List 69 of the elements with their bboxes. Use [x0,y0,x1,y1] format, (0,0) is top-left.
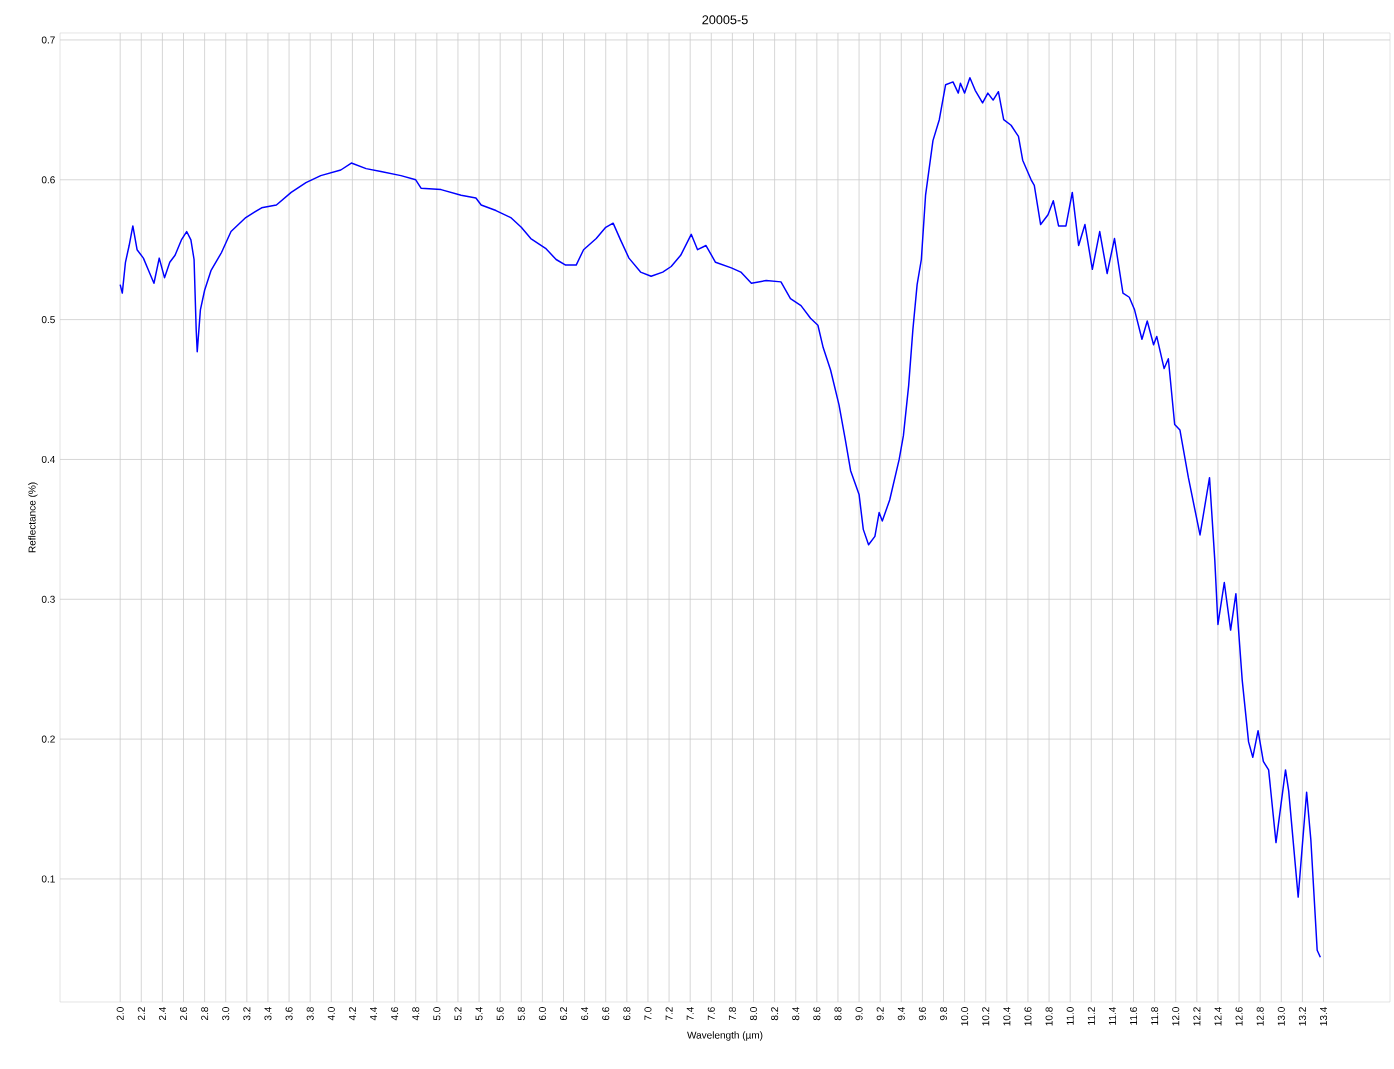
x-tick-label: 5.8 [517,1007,525,1021]
x-tick-label: 6.8 [623,1007,631,1021]
x-tick-label: 7.8 [728,1007,736,1021]
x-tick-label: 5.6 [496,1007,504,1021]
x-tick-label: 10.8 [1045,1007,1053,1026]
y-axis-title: Reflectance (%) [28,482,38,553]
y-tick-label: 0.4 [41,455,56,463]
y-tick-label: 0.6 [41,176,55,184]
x-tick-label: 10.2 [982,1007,990,1026]
x-tick-label: 4.6 [391,1007,399,1021]
x-tick-label: 7.0 [644,1007,652,1021]
x-tick-label: 2.4 [158,1006,166,1021]
x-tick-label: 5.0 [433,1007,441,1021]
x-tick-label: 10.4 [1003,1006,1011,1026]
x-tick-label: 3.8 [306,1007,314,1021]
x-tick-label: 13.4 [1319,1006,1328,1026]
x-tick-label: 3.6 [285,1007,293,1021]
x-tick-label: 13.2 [1298,1007,1306,1026]
x-tick-label: 12.6 [1235,1007,1243,1026]
x-tick-label: 6.0 [538,1007,546,1021]
x-tick-label: 3.0 [222,1007,230,1021]
x-tick-label: 11.0 [1066,1007,1074,1025]
y-tick-label: 0.5 [41,316,55,324]
x-tick-label: 4.0 [327,1007,335,1021]
x-tick-label: 8.6 [813,1007,821,1021]
x-tick-label: 11.2 [1087,1007,1095,1025]
y-tick-label: 0.2 [41,735,55,743]
x-tick-label: 12.2 [1193,1007,1201,1026]
x-tick-label: 11.6 [1129,1007,1138,1025]
x-tick-label: 8.8 [834,1007,842,1021]
x-tick-label: 9.8 [939,1007,948,1021]
x-tick-label: 9.0 [855,1007,863,1021]
x-tick-label: 2.2 [137,1007,145,1021]
y-tick-label: 0.7 [41,36,55,44]
x-tick-label: 8.4 [792,1006,800,1021]
x-tick-label: 11.4 [1108,1006,1116,1025]
x-tick-label: 5.2 [454,1007,462,1021]
x-tick-label: 13.0 [1277,1007,1285,1026]
x-tick-label: 2.0 [116,1007,124,1021]
x-tick-label: 3.2 [243,1007,251,1021]
y-tick-label: 0.1 [41,875,55,883]
x-tick-label: 9.2 [876,1007,884,1021]
x-tick-label: 2.6 [179,1007,188,1021]
x-tick-label: 7.2 [665,1007,673,1021]
x-tick-label: 7.4 [686,1006,694,1021]
x-tick-label: 12.4 [1214,1006,1222,1026]
x-tick-label: 10.0 [961,1007,969,1026]
x-tick-label: 12.8 [1256,1007,1264,1026]
x-tick-label: 11.8 [1151,1007,1159,1025]
x-axis-title: Wavelength (µm) [687,1031,763,1041]
x-tick-label: 10.6 [1024,1007,1032,1026]
x-tick-label: 4.8 [412,1007,420,1021]
chart-title: 20005-5 [702,15,748,25]
x-tick-label: 3.4 [264,1006,272,1021]
x-tick-label: 8.0 [749,1007,758,1021]
x-tick-label: 5.4 [475,1006,483,1021]
line-series [119,76,1322,958]
x-tick-label: 9.4 [897,1006,905,1021]
x-tick-label: 6.2 [559,1007,568,1021]
x-tick-label: 6.6 [602,1007,610,1021]
x-tick-label: 8.2 [771,1007,779,1021]
x-tick-label: 4.4 [370,1006,377,1021]
x-tick-label: 7.6 [707,1007,715,1021]
x-tick-label: 6.4 [581,1006,589,1021]
x-tick-label: 2.8 [201,1007,209,1021]
y-tick-label: 0.3 [41,595,55,603]
x-tick-label: 12.0 [1172,1007,1180,1026]
x-tick-label: 4.2 [348,1007,356,1021]
x-tick-label: 9.6 [918,1007,926,1021]
